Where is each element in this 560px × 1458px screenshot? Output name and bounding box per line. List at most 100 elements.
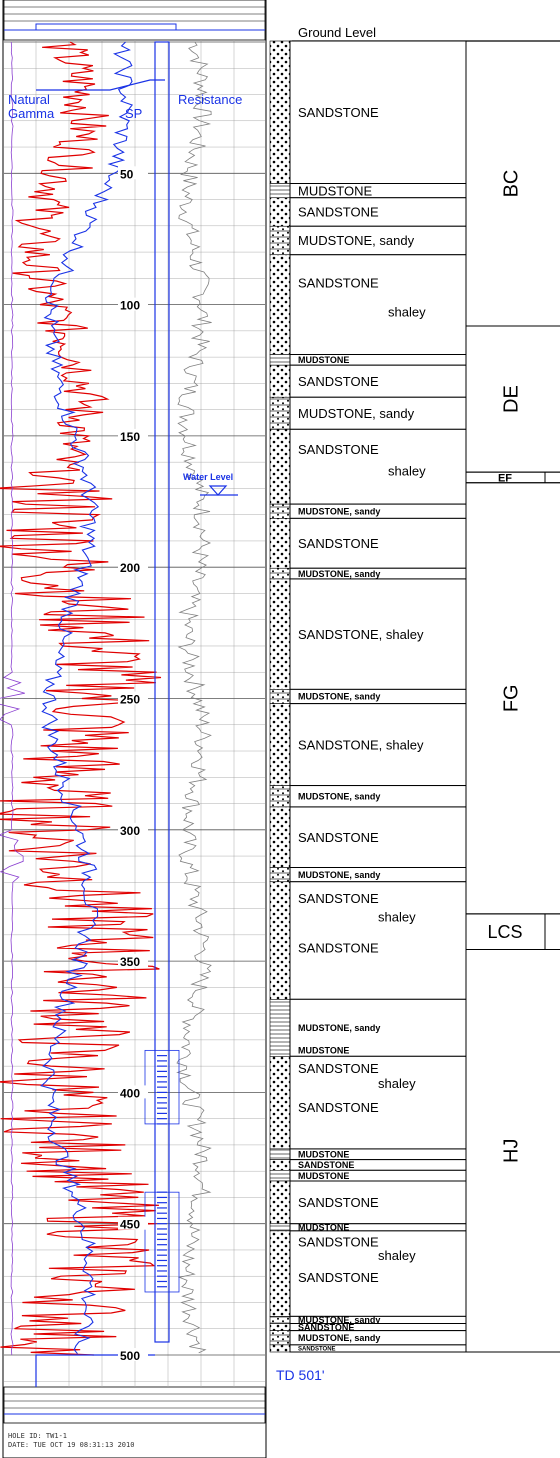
lithology-sublabel-2: SANDSTONE bbox=[298, 1270, 379, 1285]
lithology-layer: SANDSTONE bbox=[269, 517, 467, 569]
formation-label: LCS bbox=[487, 922, 522, 942]
lithology-label: MUDSTONE, sandy bbox=[298, 406, 415, 421]
formation-hj: HJ bbox=[466, 948, 560, 1353]
lithology-layer: MUDSTONE bbox=[269, 183, 467, 198]
lithology-label: MUDSTONE bbox=[298, 1150, 349, 1160]
lithology-label: SANDSTONE bbox=[298, 1061, 379, 1076]
lithology-label: SANDSTONE bbox=[298, 374, 379, 389]
depth-tick-label: 350 bbox=[120, 955, 140, 969]
lithology-label: SANDSTONE, shaley bbox=[298, 627, 424, 642]
lithology-sublabel: MUDSTONE bbox=[298, 1045, 349, 1055]
lithology-layer: SANDSTONE, shaley bbox=[269, 578, 467, 690]
lithology-layer: MUDSTONE, sandy bbox=[269, 785, 467, 808]
lithology-label: SANDSTONE bbox=[298, 1347, 336, 1353]
lithology-layer: MUDSTONE bbox=[269, 354, 467, 366]
log-curves bbox=[0, 41, 212, 1387]
lithology-layer: SANDSTONE bbox=[269, 1159, 467, 1171]
lithology-layer: SANDSTONE bbox=[269, 364, 467, 398]
well-casing bbox=[154, 41, 170, 1343]
lithology-label: SANDSTONE bbox=[298, 105, 379, 120]
formation-label: HJ bbox=[500, 1138, 522, 1162]
resistance-label: Resistance bbox=[178, 92, 242, 107]
lithology-label: MUDSTONE, sandy bbox=[298, 569, 380, 579]
lithology-layer: MUDSTONE, sandy bbox=[269, 867, 467, 883]
lithology-layer: MUDSTONE bbox=[269, 1148, 467, 1161]
lithology-sublabel: shaley bbox=[388, 305, 426, 320]
sp-label: SP bbox=[125, 106, 142, 121]
lithology-layer: SANDSTONE bbox=[269, 1180, 467, 1225]
lithology-label: MUDSTONE bbox=[298, 1171, 349, 1181]
lithology-panel: Ground Level SANDSTONEMUDSTONESANDSTONEM… bbox=[269, 25, 560, 1383]
depth-scale: 50 100 150 200 250 300 350 400 450 500 bbox=[118, 166, 148, 1363]
sp-curve bbox=[40, 41, 134, 1355]
natural-gamma-label-1: Natural bbox=[8, 92, 50, 107]
log-header bbox=[3, 0, 266, 41]
natural-gamma-label-2: Gamma bbox=[8, 106, 55, 121]
lithology-layer: SANDSTONE bbox=[269, 806, 467, 868]
lithology-label: MUDSTONE bbox=[298, 183, 372, 198]
lithology-sublabel: shaley bbox=[378, 910, 416, 925]
log-footer: HOLE ID: TW1-1 DATE: TUE OCT 19 08:31:13… bbox=[3, 1386, 266, 1449]
lithology-layer: MUDSTONE bbox=[269, 1169, 467, 1182]
lithology-layer: MUDSTONE, sandy bbox=[269, 567, 467, 580]
formation-label: FG bbox=[500, 684, 522, 712]
lithology-label: SANDSTONE bbox=[298, 891, 379, 906]
lithology-layer: MUDSTONE, sandy bbox=[269, 503, 467, 519]
resistance-curve bbox=[176, 41, 212, 1354]
lithology-sublabel: shaley bbox=[378, 1248, 416, 1263]
lithology-layer: MUDSTONE, sandy bbox=[269, 396, 467, 430]
lithology-sublabel-2: SANDSTONE bbox=[298, 940, 379, 955]
lithology-layer: MUDSTONE, sandy bbox=[269, 688, 467, 705]
lithology-label: SANDSTONE bbox=[298, 1322, 354, 1332]
depth-tick-label: 450 bbox=[120, 1218, 140, 1232]
depth-tick-label: 150 bbox=[120, 430, 140, 444]
depth-tick-label: 500 bbox=[120, 1349, 140, 1363]
depth-tick-label: 250 bbox=[120, 693, 140, 707]
formation-label: DE bbox=[500, 385, 522, 413]
formation-column: BC DE EF FG LCS HJ bbox=[465, 40, 560, 1353]
lithology-label: SANDSTONE bbox=[298, 276, 379, 291]
hole-id: HOLE ID: TW1-1 bbox=[8, 1432, 67, 1440]
formation-label: EF bbox=[498, 472, 512, 484]
formation-de: DE bbox=[466, 325, 560, 473]
ground-level-label: Ground Level bbox=[298, 25, 376, 40]
water-level-label: Water Level bbox=[183, 472, 233, 482]
water-level-marker: Water Level bbox=[183, 472, 238, 496]
lithology-layer: SANDSTONE shaley bbox=[269, 428, 467, 505]
lithology-layer: SANDSTONE bbox=[269, 1344, 467, 1353]
lithology-sublabel: shaley bbox=[378, 1076, 416, 1091]
lithology-label: SANDSTONE bbox=[298, 205, 379, 220]
lithology-label: MUDSTONE, sandy bbox=[298, 1023, 380, 1033]
natural-gamma-curve bbox=[0, 41, 162, 1356]
lithology-label: MUDSTONE, sandy bbox=[298, 506, 380, 516]
lithology-label: MUDSTONE, sandy bbox=[298, 791, 380, 801]
lithology-sublabel-2: SANDSTONE bbox=[298, 1100, 379, 1115]
lithology-layer: MUDSTONE, sandy MUDSTONE bbox=[269, 998, 467, 1057]
depth-tick-label: 200 bbox=[120, 561, 140, 575]
formation-bc: BC bbox=[466, 40, 560, 327]
formation-label: BC bbox=[500, 170, 522, 198]
lithology-label: MUDSTONE, sandy bbox=[298, 233, 415, 248]
lithology-label: SANDSTONE bbox=[298, 1195, 379, 1210]
lithology-layer: SANDSTONE bbox=[269, 197, 467, 227]
lithology-layer: MUDSTONE, sandy bbox=[269, 225, 467, 256]
secondary-gamma-curve bbox=[0, 41, 25, 1356]
lithology-label: MUDSTONE, sandy bbox=[298, 1333, 380, 1343]
lithology-layer: SANDSTONE shaley SANDSTONE bbox=[269, 881, 467, 1000]
lithology-layer: MUDSTONE, sandy bbox=[269, 1330, 467, 1346]
total-depth-label: TD 501' bbox=[276, 1367, 325, 1383]
lithology-label: SANDSTONE bbox=[298, 1234, 379, 1249]
lithology-label: SANDSTONE bbox=[298, 830, 379, 845]
lithology-layer: SANDSTONE shaley bbox=[269, 254, 467, 355]
lithology-label: MUDSTONE, sandy bbox=[298, 1315, 380, 1325]
lithology-label: MUDSTONE, sandy bbox=[298, 870, 380, 880]
lithology-layer: SANDSTONE bbox=[269, 40, 467, 184]
lithology-sublabel: shaley bbox=[388, 464, 426, 479]
lithology-label: SANDSTONE bbox=[298, 536, 379, 551]
depth-tick-label: 400 bbox=[120, 1086, 140, 1100]
lithology-label: MUDSTONE bbox=[298, 1223, 349, 1233]
depth-tick-label: 300 bbox=[120, 824, 140, 838]
